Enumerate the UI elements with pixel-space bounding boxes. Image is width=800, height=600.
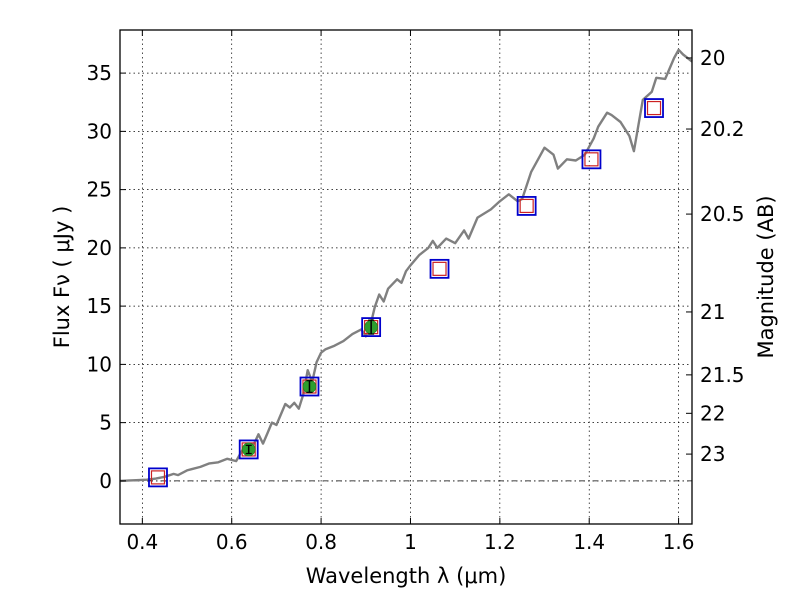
axis-ticks: 0.4 0.6 0.8 1 1.2 1.4 1.6 0 5 10 15 20 25 30 35 20 20.2 2…	[87, 30, 745, 554]
x-tick-label: 1.6	[663, 530, 695, 554]
y-tick-label: 0	[99, 469, 112, 493]
model-point	[519, 198, 534, 214]
y-tick-label: 25	[87, 178, 112, 202]
model-point	[584, 152, 599, 167]
filter-point	[581, 149, 602, 170]
y-axis-label: Flux Fν ( μJy )	[50, 206, 74, 349]
y-tick-label: 20	[87, 236, 112, 260]
right-tick-label: 20	[700, 46, 725, 70]
x-tick-label: 0.4	[126, 530, 158, 554]
y-tick-label: 30	[87, 119, 112, 143]
x-tick-label: 1.2	[484, 530, 516, 554]
x-tick-label: 1.4	[573, 530, 605, 554]
y-tick-label: 5	[99, 411, 112, 435]
model-point	[150, 470, 166, 485]
filter-point	[238, 439, 259, 460]
filter-point	[644, 98, 664, 118]
plot-frame	[119, 29, 693, 525]
y-tick-label: 10	[87, 352, 112, 376]
x-tick-label: 0.8	[305, 530, 337, 554]
photometry-points	[148, 98, 664, 488]
y-tick-label: 15	[87, 294, 112, 318]
right-tick-label: 22	[700, 401, 725, 425]
right-tick-label: 21.5	[700, 363, 745, 387]
filter-point	[299, 376, 320, 397]
filter-point	[429, 258, 450, 279]
right-tick-label: 23	[700, 442, 725, 466]
y-tick-label: 35	[87, 61, 112, 85]
right-tick-label: 20.2	[700, 117, 745, 141]
filter-point	[361, 317, 382, 337]
x-axis-label: Wavelength λ (μm)	[306, 564, 507, 588]
filter-point	[148, 467, 168, 488]
x-tick-label: 0.6	[216, 530, 248, 554]
model-point	[432, 261, 447, 276]
filter-point	[516, 196, 537, 216]
right-tick-label: 20.5	[700, 202, 745, 226]
model-point	[646, 100, 662, 116]
right-tick-label: 21	[700, 300, 725, 324]
right-axis-label: Magnitude (AB)	[754, 195, 778, 358]
x-tick-label: 1	[404, 530, 417, 554]
